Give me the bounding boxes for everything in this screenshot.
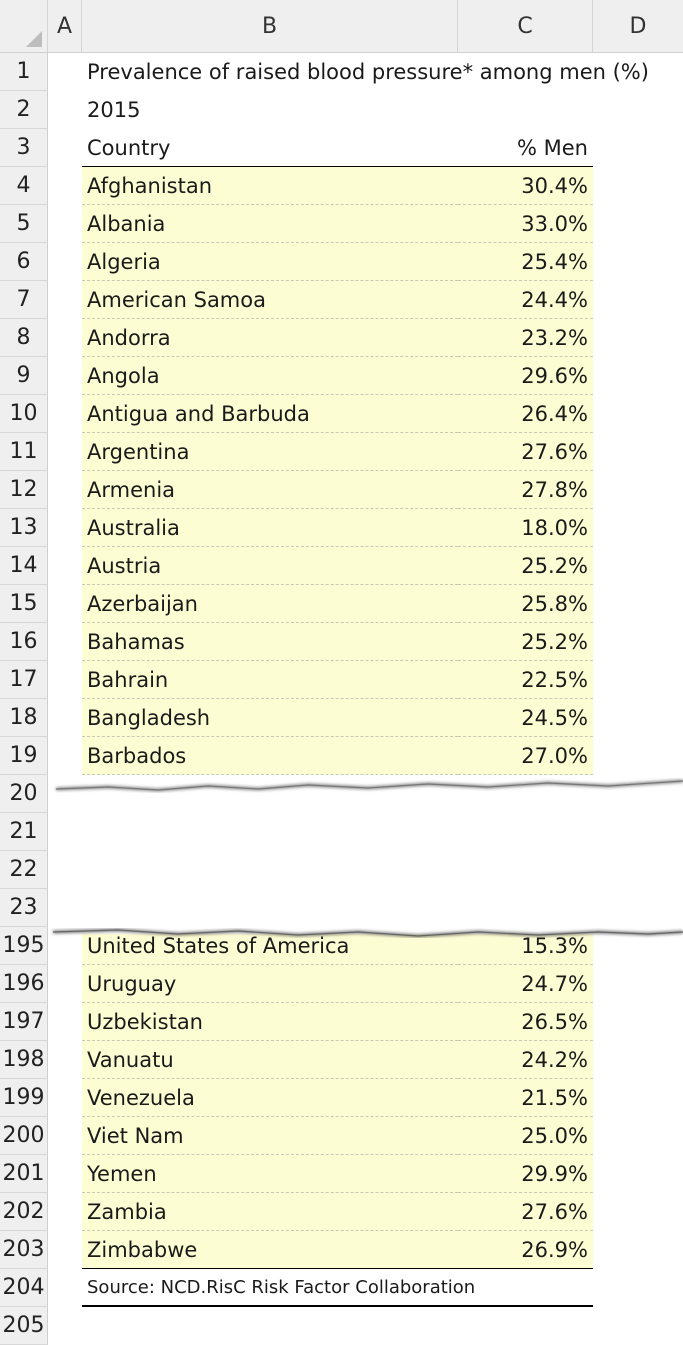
value-cell[interactable]: 21.5%	[458, 1079, 593, 1117]
row-header[interactable]: 198	[0, 1041, 48, 1079]
value-cell[interactable]: 25.4%	[458, 243, 593, 281]
country-cell[interactable]: Algeria	[82, 243, 458, 281]
row-header[interactable]: 11	[0, 433, 48, 471]
country-cell[interactable]: Vanuatu	[82, 1041, 458, 1079]
row-header[interactable]: 5	[0, 205, 48, 243]
country-cell[interactable]: Zambia	[82, 1193, 458, 1231]
country-cell[interactable]: Bangladesh	[82, 699, 458, 737]
value-cell[interactable]: 29.9%	[458, 1155, 593, 1193]
row-header[interactable]: 205	[0, 1307, 48, 1345]
column-header-a[interactable]: A	[48, 0, 82, 53]
row-header[interactable]: 8	[0, 319, 48, 357]
country-cell[interactable]: Bahamas	[82, 623, 458, 661]
row-header[interactable]: 12	[0, 471, 48, 509]
country-cell[interactable]: Azerbaijan	[82, 585, 458, 623]
row-header[interactable]: 195	[0, 927, 48, 965]
row-header[interactable]: 6	[0, 243, 48, 281]
country-cell[interactable]: Viet Nam	[82, 1117, 458, 1155]
row-header[interactable]: 10	[0, 395, 48, 433]
country-cell[interactable]: Argentina	[82, 433, 458, 471]
value-cell[interactable]: 24.2%	[458, 1041, 593, 1079]
row-header[interactable]: 13	[0, 509, 48, 547]
value-cell[interactable]: 24.7%	[458, 965, 593, 1003]
row-header[interactable]: 204	[0, 1269, 48, 1307]
sheet-year[interactable]: 2015	[87, 98, 141, 122]
country-cell[interactable]: Antigua and Barbuda	[82, 395, 458, 433]
row-header[interactable]: 201	[0, 1155, 48, 1193]
row-header[interactable]: 15	[0, 585, 48, 623]
value-cell[interactable]: 26.4%	[458, 395, 593, 433]
country-cell[interactable]: Albania	[82, 205, 458, 243]
value-cell[interactable]: 18.0%	[458, 509, 593, 547]
value-cell[interactable]: 26.9%	[458, 1231, 593, 1269]
country-cell[interactable]: American Samoa	[82, 281, 458, 319]
column-header-d[interactable]: D	[593, 0, 683, 53]
row-header[interactable]: 22	[0, 851, 48, 889]
row-header[interactable]: 203	[0, 1231, 48, 1269]
row-header[interactable]: 20	[0, 775, 48, 813]
row-header[interactable]: 196	[0, 965, 48, 1003]
row-header[interactable]: 16	[0, 623, 48, 661]
row-header[interactable]: 202	[0, 1193, 48, 1231]
value-cell[interactable]: 33.0%	[458, 205, 593, 243]
row-header[interactable]: 18	[0, 699, 48, 737]
row-header[interactable]: 3	[0, 129, 48, 167]
value-cell[interactable]: 27.6%	[458, 433, 593, 471]
row-header[interactable]: 7	[0, 281, 48, 319]
select-all-icon	[26, 31, 42, 47]
header-country[interactable]: Country	[82, 129, 458, 167]
value-cell[interactable]: 23.2%	[458, 319, 593, 357]
row-header[interactable]: 2	[0, 91, 48, 129]
value-cell[interactable]: 25.2%	[458, 547, 593, 585]
value-cell[interactable]: 24.5%	[458, 699, 593, 737]
country-cell[interactable]: Andorra	[82, 319, 458, 357]
country-cell[interactable]: Venezuela	[82, 1079, 458, 1117]
value-cell[interactable]: 25.0%	[458, 1117, 593, 1155]
country-cell[interactable]: Zimbabwe	[82, 1231, 458, 1269]
row-header[interactable]: 4	[0, 167, 48, 205]
row-header[interactable]: 23	[0, 889, 48, 927]
row-header[interactable]: 200	[0, 1117, 48, 1155]
header-value[interactable]: % Men	[458, 129, 593, 167]
country-cell[interactable]: Australia	[82, 509, 458, 547]
column-header-b[interactable]: B	[82, 0, 458, 53]
value-cell[interactable]: 29.6%	[458, 357, 593, 395]
country-cell[interactable]: Barbados	[82, 737, 458, 775]
country-cell[interactable]: Austria	[82, 547, 458, 585]
country-cell[interactable]: Yemen	[82, 1155, 458, 1193]
row-header[interactable]: 199	[0, 1079, 48, 1117]
country-cell[interactable]: Uruguay	[82, 965, 458, 1003]
row-header[interactable]: 19	[0, 737, 48, 775]
row-header[interactable]: 1	[0, 53, 48, 91]
row-header[interactable]: 21	[0, 813, 48, 851]
value-cell[interactable]: 27.0%	[458, 737, 593, 775]
torn-paper-break	[48, 779, 683, 938]
source-note[interactable]: Source: NCD.RisC Risk Factor Collaborati…	[82, 1269, 593, 1307]
select-all-corner[interactable]	[0, 0, 48, 53]
value-cell[interactable]: 25.8%	[458, 585, 593, 623]
value-cell[interactable]: 25.2%	[458, 623, 593, 661]
value-cell[interactable]: 27.8%	[458, 471, 593, 509]
row-header[interactable]: 17	[0, 661, 48, 699]
row-header[interactable]: 14	[0, 547, 48, 585]
country-cell[interactable]: Angola	[82, 357, 458, 395]
value-cell[interactable]: 27.6%	[458, 1193, 593, 1231]
country-cell[interactable]: Armenia	[82, 471, 458, 509]
country-cell[interactable]: Bahrain	[82, 661, 458, 699]
value-cell[interactable]: 26.5%	[458, 1003, 593, 1041]
value-cell[interactable]: 22.5%	[458, 661, 593, 699]
column-header-c[interactable]: C	[458, 0, 593, 53]
value-cell[interactable]: 30.4%	[458, 167, 593, 205]
row-header[interactable]: 197	[0, 1003, 48, 1041]
row-header[interactable]: 9	[0, 357, 48, 395]
country-cell[interactable]: Uzbekistan	[82, 1003, 458, 1041]
value-cell[interactable]: 24.4%	[458, 281, 593, 319]
sheet-title[interactable]: Prevalence of raised blood pressure* amo…	[87, 60, 649, 84]
country-cell[interactable]: Afghanistan	[82, 167, 458, 205]
